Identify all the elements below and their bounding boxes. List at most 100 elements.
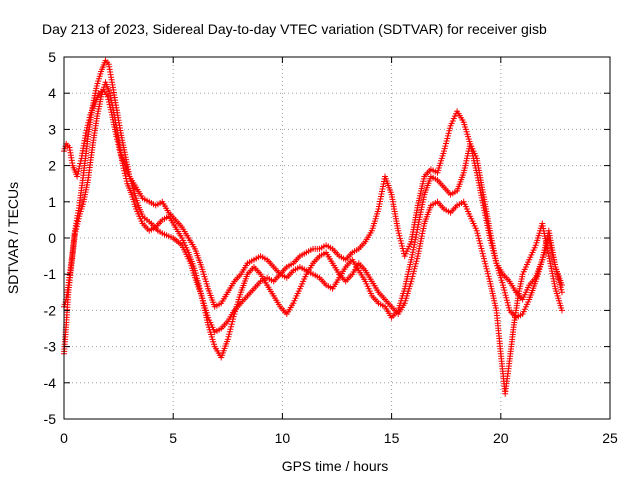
plus-marker [237, 273, 250, 296]
plus-marker [480, 191, 493, 232]
plus-marker [421, 175, 434, 198]
grid-lines [64, 57, 610, 419]
plus-marker [382, 296, 393, 308]
series-3 [61, 79, 565, 397]
plus-marker [414, 175, 427, 209]
plus-marker [78, 132, 89, 162]
plus-marker [290, 254, 302, 267]
plus-marker [460, 198, 473, 217]
plus-marker [257, 271, 269, 286]
series-1 [61, 57, 565, 336]
plus-marker [303, 247, 314, 256]
plus-marker [109, 79, 119, 109]
plus-marker [257, 253, 268, 262]
plus-marker [349, 247, 360, 256]
plus-marker [68, 233, 78, 267]
plus-marker [152, 218, 164, 231]
plus-marker [115, 137, 126, 167]
plus-marker [362, 229, 374, 245]
plus-marker [105, 61, 115, 83]
plus-marker [133, 184, 145, 199]
plus-marker [251, 264, 262, 276]
plus-marker [401, 280, 414, 307]
plus-marker [63, 140, 71, 149]
plus-marker [102, 79, 112, 94]
plus-marker [362, 278, 374, 297]
plus-marker [329, 277, 341, 292]
plus-marker [283, 302, 295, 317]
plus-marker [178, 224, 191, 239]
plus-marker [192, 245, 204, 268]
chart-title: Day 213 of 2023, Sidereal Day-to-day VTE… [42, 21, 547, 37]
plus-marker [454, 172, 466, 194]
plus-marker [500, 271, 511, 283]
x-tick-label: 15 [384, 430, 400, 446]
plus-marker [395, 302, 407, 317]
plus-marker [154, 227, 166, 237]
plus-marker [224, 309, 236, 325]
plus-marker [277, 271, 288, 280]
plus-marker [71, 215, 82, 238]
plus-marker [421, 168, 433, 180]
y-tick-label: -5 [44, 411, 57, 427]
plus-marker [434, 198, 446, 211]
y-tick-label: -1 [44, 266, 57, 282]
plus-marker [237, 262, 250, 278]
plus-marker [264, 256, 275, 269]
plus-marker [152, 200, 164, 209]
plus-marker [441, 206, 452, 215]
plus-marker [61, 324, 69, 357]
plus-marker [434, 177, 446, 189]
plus-marker [159, 214, 170, 223]
plus-marker [342, 273, 354, 285]
plus-marker [355, 240, 367, 252]
plus-marker [270, 292, 282, 308]
plus-marker [526, 280, 538, 303]
plus-marker [493, 260, 506, 286]
plus-marker [172, 224, 184, 239]
plus-marker [454, 200, 465, 209]
plus-marker [506, 324, 517, 365]
plus-marker [558, 307, 565, 314]
plus-marker [368, 208, 381, 234]
plus-marker [124, 180, 134, 196]
plus-marker [80, 136, 91, 176]
plus-marker [368, 292, 380, 305]
plus-marker [251, 254, 262, 263]
plus-marker [135, 202, 145, 218]
plus-marker [192, 267, 204, 297]
plus-marker [93, 70, 104, 89]
plus-marker [224, 313, 237, 343]
plus-marker [310, 254, 321, 267]
plus-marker [139, 195, 150, 204]
plus-marker [414, 223, 427, 260]
plus-marker [161, 231, 174, 241]
plus-marker [401, 241, 414, 260]
plus-marker [264, 274, 275, 284]
y-tick-label: 4 [48, 85, 56, 101]
plus-marker [283, 261, 295, 270]
plus-marker [198, 264, 211, 290]
plus-marker [244, 257, 255, 267]
plus-marker [128, 191, 139, 210]
plus-marker [205, 321, 217, 348]
plus-marker [218, 338, 230, 361]
plus-marker [316, 250, 327, 260]
plus-marker [323, 282, 334, 291]
plus-marker [395, 288, 407, 314]
plus-marker [290, 288, 302, 307]
plus-marker [310, 245, 321, 252]
plus-marker [506, 278, 518, 294]
plus-marker [500, 282, 512, 311]
plus-marker [427, 200, 439, 209]
plus-marker [283, 269, 295, 281]
plus-marker [296, 273, 309, 292]
x-tick-label: 10 [275, 430, 291, 446]
x-axis-label: GPS time / hours [282, 458, 389, 474]
plus-marker [111, 111, 122, 141]
plus-marker [473, 155, 486, 196]
plus-marker [329, 245, 341, 258]
plus-marker [130, 187, 141, 206]
plus-marker [178, 235, 191, 254]
